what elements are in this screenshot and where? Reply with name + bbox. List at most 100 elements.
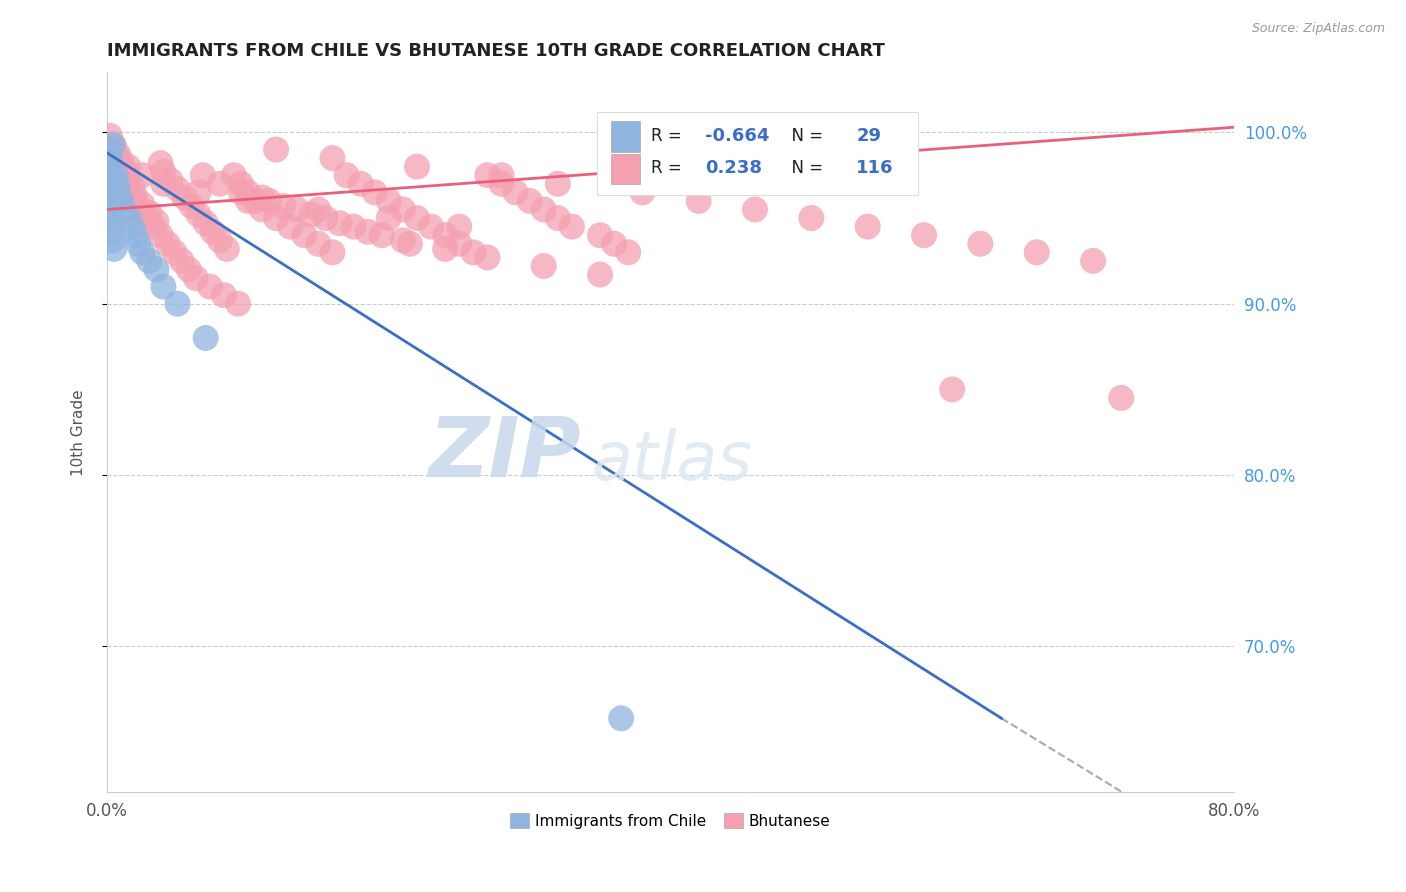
Point: [159, 173, 181, 187]
Point: [969, 236, 991, 251]
Point: [356, 225, 378, 239]
Point: [100, 151, 122, 165]
Point: [744, 202, 766, 217]
Point: [201, 225, 224, 239]
Point: [307, 202, 329, 217]
Point: [399, 236, 422, 251]
Point: [149, 228, 172, 243]
Point: [117, 211, 139, 225]
Point: [163, 245, 186, 260]
Point: [215, 242, 238, 256]
Text: N =: N =: [780, 159, 828, 178]
Point: [101, 137, 124, 152]
Point: [118, 186, 141, 200]
Point: [198, 279, 221, 293]
Point: [184, 271, 207, 285]
Point: [191, 168, 214, 182]
Point: [173, 190, 195, 204]
Point: [124, 188, 146, 202]
Text: -0.664: -0.664: [706, 127, 770, 145]
Point: [100, 173, 122, 187]
Point: [406, 211, 429, 225]
Point: [131, 168, 153, 182]
Point: [307, 236, 329, 251]
Text: atlas: atlas: [592, 428, 752, 494]
Point: [1025, 245, 1047, 260]
Point: [131, 197, 153, 211]
Point: [138, 206, 160, 220]
Point: [229, 177, 252, 191]
Point: [226, 296, 249, 310]
Point: [250, 190, 273, 204]
Text: 0.238: 0.238: [706, 159, 762, 178]
Point: [378, 194, 401, 208]
Point: [420, 219, 443, 234]
Point: [250, 202, 273, 217]
Point: [180, 199, 202, 213]
Text: Source: ZipAtlas.com: Source: ZipAtlas.com: [1251, 22, 1385, 36]
Point: [449, 219, 471, 234]
Point: [491, 168, 513, 182]
Point: [112, 163, 135, 178]
Point: [98, 143, 121, 157]
Point: [1109, 391, 1132, 405]
Point: [142, 219, 165, 234]
Point: [127, 236, 149, 251]
Point: [104, 168, 127, 182]
Point: [561, 219, 583, 234]
Point: [97, 182, 120, 196]
Point: [236, 194, 259, 208]
Point: [97, 163, 120, 178]
Point: [264, 211, 287, 225]
Point: [149, 156, 172, 170]
Point: [187, 186, 209, 200]
Point: [547, 177, 569, 191]
Point: [688, 194, 710, 208]
Point: [100, 143, 122, 157]
Text: IMMIGRANTS FROM CHILE VS BHUTANESE 10TH GRADE CORRELATION CHART: IMMIGRANTS FROM CHILE VS BHUTANESE 10TH …: [107, 42, 884, 60]
Point: [603, 236, 626, 251]
Point: [392, 233, 415, 247]
Point: [98, 128, 121, 143]
Point: [589, 228, 612, 243]
Y-axis label: 10th Grade: 10th Grade: [72, 389, 86, 475]
Point: [135, 211, 157, 225]
Point: [98, 151, 121, 165]
Point: [128, 202, 150, 217]
Point: [519, 194, 541, 208]
Point: [229, 186, 252, 200]
Point: [800, 211, 823, 225]
Point: [110, 194, 132, 208]
Point: [105, 177, 128, 191]
Point: [117, 160, 139, 174]
Point: [434, 228, 457, 243]
Text: ZIP: ZIP: [427, 413, 581, 494]
Point: [533, 202, 555, 217]
Point: [194, 216, 217, 230]
Point: [98, 216, 121, 230]
Point: [152, 177, 174, 191]
Point: [138, 253, 160, 268]
Point: [449, 236, 471, 251]
Point: [103, 139, 125, 153]
Point: [491, 177, 513, 191]
Point: [152, 165, 174, 179]
Point: [108, 168, 131, 182]
Point: [271, 199, 294, 213]
Point: [107, 186, 129, 200]
Text: R =: R =: [651, 159, 688, 178]
Point: [477, 168, 499, 182]
Point: [121, 219, 143, 234]
Point: [122, 194, 145, 208]
Point: [505, 186, 527, 200]
Point: [236, 186, 259, 200]
Point: [208, 233, 231, 247]
Point: [100, 225, 122, 239]
Point: [177, 262, 200, 277]
FancyBboxPatch shape: [598, 112, 918, 194]
Point: [856, 219, 879, 234]
Point: [477, 251, 499, 265]
Point: [152, 279, 174, 293]
Point: [187, 208, 209, 222]
Point: [321, 245, 343, 260]
